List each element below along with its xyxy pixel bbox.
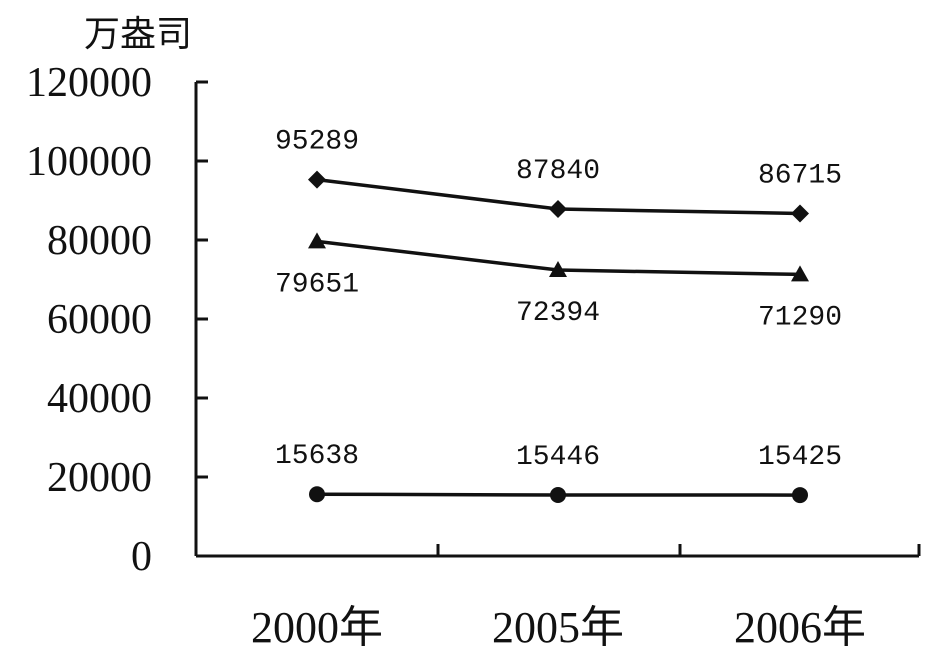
data-label: 15425	[758, 442, 842, 473]
triangle-marker	[791, 265, 809, 282]
data-label: 71290	[758, 302, 842, 333]
data-label: 95289	[275, 127, 359, 158]
diamond-marker	[549, 200, 567, 219]
circle-marker	[550, 486, 566, 503]
y-tick-label: 0	[131, 534, 152, 580]
diamond-marker	[308, 170, 326, 189]
y-tick-labels: 0 20000 40000 60000 80000 100000 120000	[26, 60, 208, 580]
y-tick-label: 60000	[47, 297, 152, 343]
x-tick-labels: 2000年 2005年 2006年	[251, 544, 921, 652]
data-label: 86715	[758, 160, 842, 191]
y-tick-label: 100000	[26, 139, 152, 185]
circle-marker	[792, 487, 808, 504]
y-tick-label: 120000	[26, 60, 152, 106]
diamond-marker	[791, 204, 809, 223]
data-label: 72394	[516, 298, 600, 329]
data-label: 15446	[516, 442, 600, 473]
triangle-marker	[549, 261, 567, 278]
series-triangle: 79651 72394 71290	[275, 232, 842, 333]
triangle-marker	[308, 232, 326, 249]
x-tick-label: 2000年	[251, 603, 383, 652]
x-tick-label: 2006年	[734, 603, 866, 652]
y-tick-label: 80000	[47, 218, 152, 264]
x-tick-label: 2005年	[492, 603, 624, 652]
data-label: 87840	[516, 156, 600, 187]
circle-marker	[309, 486, 325, 503]
data-label: 15638	[275, 441, 359, 472]
y-tick-label: 40000	[47, 376, 152, 422]
y-axis-unit-label: 万盎司	[84, 14, 192, 55]
y-tick-label: 20000	[47, 455, 152, 501]
series-circle: 15638 15446 15425	[275, 441, 842, 504]
series-diamond: 95289 87840 86715	[275, 127, 842, 223]
data-label: 79651	[275, 269, 359, 300]
series-group: 95289 87840 86715 79651 72394 71290 15638 15446…	[275, 127, 842, 504]
